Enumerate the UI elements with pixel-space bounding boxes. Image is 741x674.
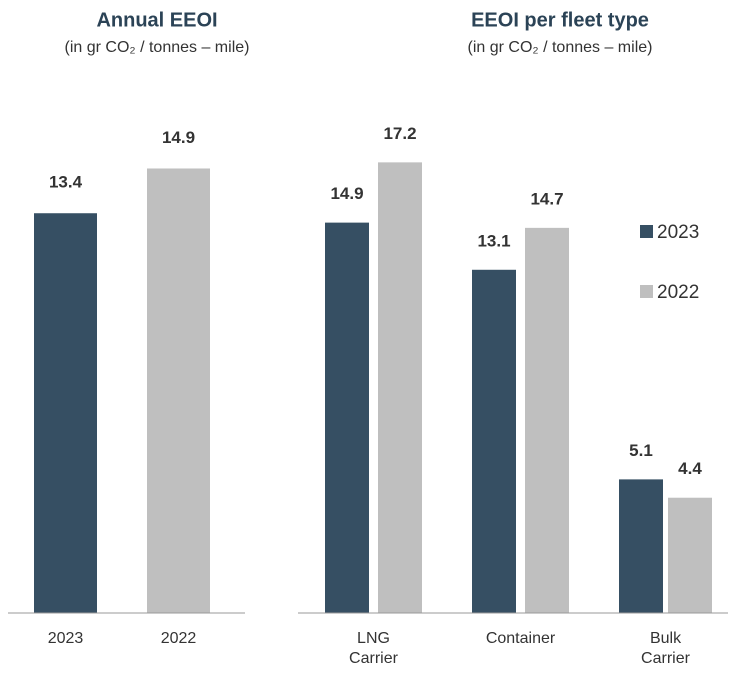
- x-tick-label: 2022: [160, 630, 197, 647]
- chart-subtitle: (in gr CO₂ / tonnes – mile): [468, 39, 653, 56]
- x-tick-label: Bulk Carrier: [641, 630, 690, 667]
- value-label: 17.2: [383, 124, 416, 143]
- bar: [325, 222, 369, 613]
- bar: [619, 479, 663, 613]
- value-label: 13.4: [49, 173, 83, 192]
- value-label: 14.9: [330, 184, 363, 203]
- bar: [147, 168, 210, 613]
- bar: [525, 227, 569, 614]
- value-label: 4.4: [678, 459, 702, 478]
- value-label: 5.1: [629, 441, 653, 460]
- bar: [668, 497, 712, 613]
- bar: [472, 269, 516, 613]
- x-tick-label: Container: [485, 630, 556, 647]
- legend-label: 2023: [657, 222, 699, 243]
- chart-subtitle: (in gr CO₂ / tonnes – mile): [65, 39, 250, 56]
- bar: [34, 213, 97, 613]
- legend-swatch: [640, 225, 653, 238]
- bar: [378, 162, 422, 614]
- legend-label: 2022: [657, 282, 699, 303]
- x-tick-label: 2023: [47, 630, 84, 647]
- x-tick-label: LNG Carrier: [349, 630, 398, 667]
- chart-title: EEOI per fleet type: [471, 9, 649, 31]
- chart-title: Annual EEOI: [96, 9, 217, 31]
- value-label: 13.1: [477, 231, 510, 250]
- legend-swatch: [640, 285, 653, 298]
- value-label: 14.9: [162, 128, 195, 147]
- value-label: 14.7: [530, 189, 563, 208]
